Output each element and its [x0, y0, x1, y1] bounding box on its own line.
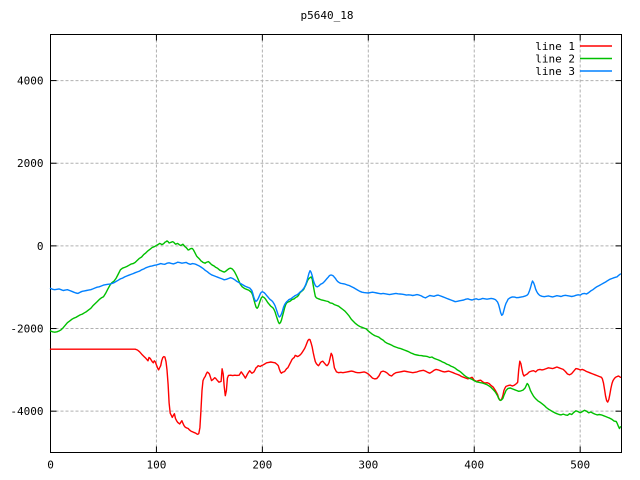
x-tick-label: 500	[570, 459, 590, 472]
tick-labels: -4000 -2000 0 2000 4000 0 100 200 300 400 500	[10, 75, 590, 472]
x-tick-label: 300	[358, 459, 378, 472]
axis-ticks	[50, 34, 622, 453]
x-tick-label: 400	[464, 459, 484, 472]
y-tick-label: 0	[37, 240, 44, 253]
plot-border	[50, 34, 622, 453]
data-series	[49, 240, 622, 435]
legend-label: line 1	[535, 40, 575, 53]
series-line-3	[49, 261, 622, 318]
y-tick-label: 4000	[17, 75, 44, 88]
legend-label: line 3	[535, 65, 575, 78]
x-tick-label: 100	[146, 459, 166, 472]
x-tick-label: 0	[47, 459, 54, 472]
y-tick-label: -2000	[10, 323, 43, 336]
plot-border-rect	[50, 34, 622, 453]
chart-title: p5640_18	[300, 9, 354, 22]
series-line-1	[49, 338, 622, 435]
grid-lines	[50, 34, 622, 453]
x-tick-label: 200	[252, 459, 272, 472]
y-tick-label: -4000	[10, 405, 43, 418]
series-line-2	[49, 240, 622, 430]
y-tick-label: 2000	[17, 157, 44, 170]
legend-label: line 2	[535, 53, 575, 66]
